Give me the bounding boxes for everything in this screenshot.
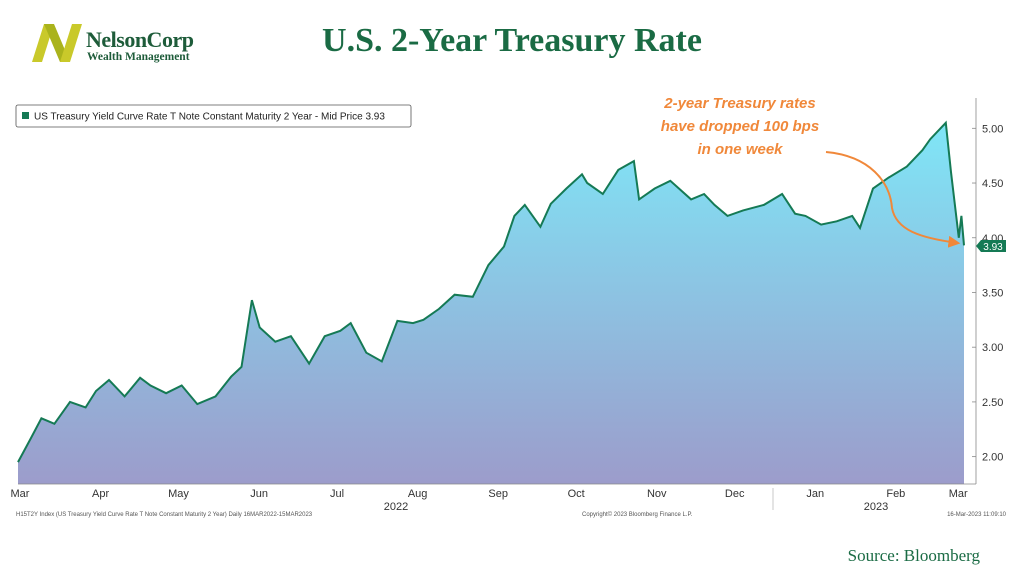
annotation-line-3: in one week: [697, 141, 783, 158]
page-title: U.S. 2-Year Treasury Rate: [322, 22, 702, 59]
last-value-tag: 3.93: [976, 240, 1006, 253]
logo-n-mark-icon: [32, 24, 82, 62]
x-tick-label: Mar: [949, 488, 968, 500]
x-tick-label: Jun: [250, 488, 268, 500]
x-tick-label: Mar: [11, 488, 30, 500]
logo: NelsonCorp Wealth Management: [30, 20, 205, 68]
series-line: [17, 120, 965, 463]
x-tick-label: Oct: [568, 488, 585, 500]
x-tick-label: Feb: [886, 488, 905, 500]
y-tick-label: 4.50: [982, 178, 1003, 190]
x-tick-label: Apr: [92, 488, 109, 500]
y-tick-label: 3.00: [982, 342, 1003, 354]
logo-subtitle: Wealth Management: [87, 51, 190, 63]
x-tick-label: Dec: [725, 488, 745, 500]
y-tick-label: 2.00: [982, 452, 1003, 464]
y-tick-label: 3.50: [982, 287, 1003, 299]
x-tick-label: May: [168, 488, 189, 500]
x-tick-label: Nov: [647, 488, 667, 500]
legend-swatch: [22, 112, 29, 119]
footer-copyright: Copyright© 2023 Bloomberg Finance L.P.: [582, 512, 693, 518]
source-label: Source: Bloomberg: [847, 546, 980, 565]
annotation-arrow: [825, 151, 961, 248]
legend: US Treasury Yield Curve Rate T Note Cons…: [15, 104, 412, 128]
footer-timestamp: 16-Mar-2023 11:09:10: [947, 512, 1006, 518]
logo-brand: NelsonCorp: [86, 27, 194, 52]
legend-box: [15, 104, 412, 128]
y-tick-label: 2.50: [982, 397, 1003, 409]
chart: 2.00 2.50 3.00 3.50 4.00 4.50 5.00 Mar Apr May Jun…: [0, 90, 1024, 526]
annotation: 2-year Treasury rates have dropped 100 b…: [661, 95, 961, 248]
footer-index-info: H15T2Y Index (US Treasury Yield Curve Ra…: [16, 512, 313, 518]
x-tick-label: Sep: [488, 488, 508, 500]
y-tick-label: 5.00: [982, 123, 1003, 135]
last-value-label: 3.93: [983, 242, 1003, 253]
x-year-label: 2023: [864, 501, 888, 513]
x-tick-label: Aug: [408, 488, 428, 500]
annotation-line-1: 2-year Treasury rates: [663, 95, 816, 112]
legend-label: US Treasury Yield Curve Rate T Note Cons…: [34, 112, 385, 123]
area-fill: [18, 122, 964, 485]
x-year-label: 2022: [384, 501, 408, 513]
x-tick-label: Jan: [806, 488, 824, 500]
annotation-line-2: have dropped 100 bps: [661, 118, 819, 135]
x-tick-label: Jul: [330, 488, 344, 500]
last-value-marker: [976, 240, 1006, 252]
